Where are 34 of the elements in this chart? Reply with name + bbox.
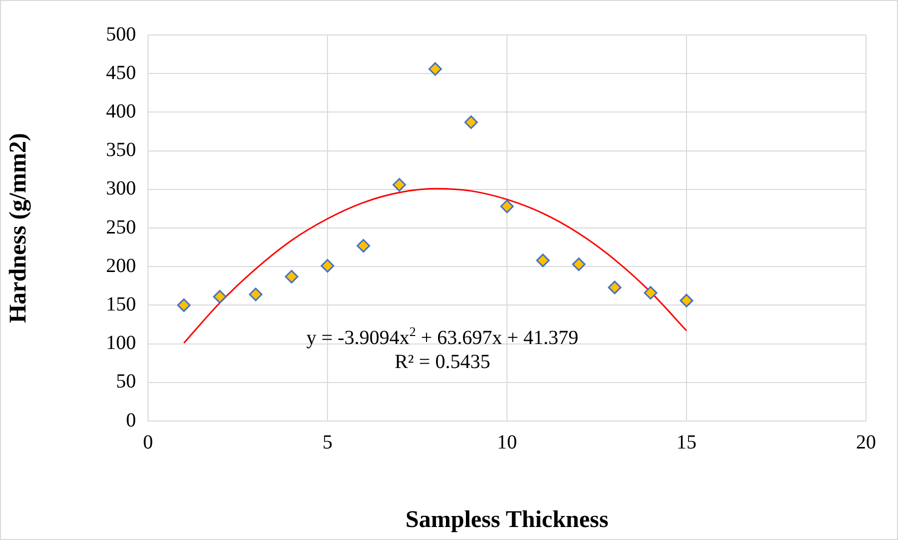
annotation: R² = 0.5435 [394, 350, 490, 373]
x-tick-label: 0 [143, 431, 153, 454]
x-tick-label: 10 [497, 431, 517, 454]
y-tick-label: 200 [106, 254, 136, 277]
y-axis-title: Hardness (g/mm2) [6, 133, 32, 323]
y-tick-label: 350 [106, 139, 136, 162]
y-tick-label: 50 [116, 370, 136, 393]
point [644, 286, 658, 300]
point [464, 115, 478, 129]
point [500, 200, 514, 214]
x-tick-label: 15 [676, 431, 696, 454]
point [177, 298, 191, 312]
y-tick-label: 0 [126, 409, 136, 432]
y-tick-label: 150 [106, 293, 136, 316]
x-tick-label: 20 [856, 431, 876, 454]
point [392, 178, 406, 192]
y-tick-label: 250 [106, 216, 136, 238]
x-tick-label: 5 [322, 431, 332, 454]
point [213, 290, 227, 304]
y-tick-label: 500 [106, 23, 136, 46]
y-tick-label: 100 [106, 332, 136, 354]
point [248, 288, 262, 302]
point [428, 62, 442, 76]
y-tick-label: 450 [106, 62, 136, 84]
point [536, 254, 550, 268]
point [320, 259, 334, 273]
point [356, 239, 370, 253]
y-tick-label: 300 [106, 178, 136, 200]
point [680, 294, 694, 308]
point [608, 280, 622, 294]
y-tick-label: 400 [106, 100, 136, 122]
point [572, 258, 586, 272]
x-axis-title: Sampless Thickness [406, 506, 608, 533]
point [284, 270, 298, 284]
